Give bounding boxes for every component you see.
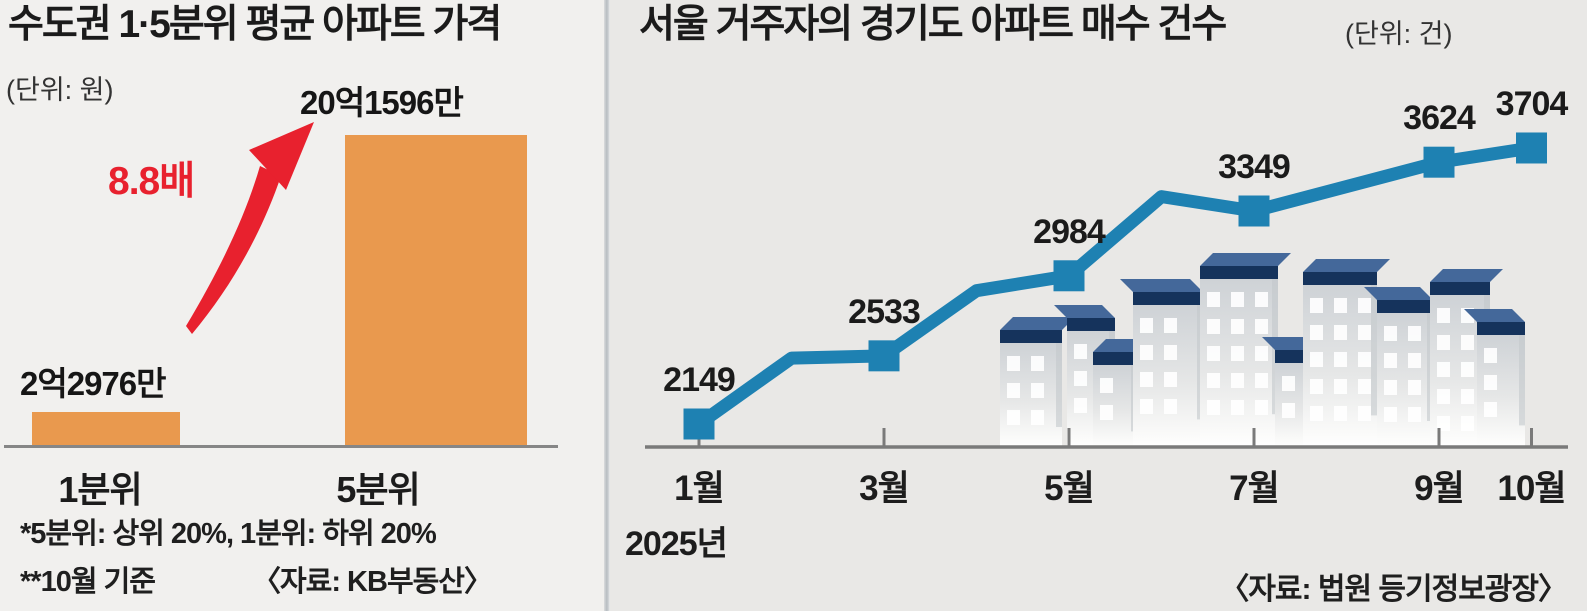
svg-text:9월: 9월 <box>1414 469 1464 508</box>
left-chart-unit-label: (단위: 원) <box>6 75 114 105</box>
svg-text:2533: 2533 <box>848 293 920 331</box>
panel-divider <box>604 0 610 611</box>
svg-text:3624: 3624 <box>1403 99 1476 137</box>
bar-quintile-5 <box>345 135 527 448</box>
month-tick-labels: 1월 3월 5월 7월 9월 10월 <box>674 469 1566 508</box>
right-chart-title: 서울 거주자의 경기도 아파트 매수 건수 <box>639 3 1227 46</box>
left-chart-footnote-basis: **10월 기준 <box>20 566 156 598</box>
svg-text:3704: 3704 <box>1496 85 1569 123</box>
left-chart-footnote-definition: *5분위: 상위 20%, 1분위: 하위 20% <box>20 518 437 550</box>
svg-text:1월: 1월 <box>674 469 724 508</box>
data-point-value-labels: 2149 2533 2984 3349 3624 3704 <box>663 85 1569 399</box>
right-chart-source: 〈자료: 법원 등기정보광장〉 <box>1219 573 1568 606</box>
left-chart-source: 〈자료: KB부동산〉 <box>251 566 493 598</box>
multiplier-annotation: 8.8배 <box>108 160 195 203</box>
svg-text:2984: 2984 <box>1033 213 1106 251</box>
quintile-price-bar-chart: 수도권 1·5분위 평균 아파트 가격 (단위: 원) 8.8배 2억2976만… <box>0 0 605 611</box>
apartment-buildings-illustration <box>1000 253 1525 448</box>
left-x-axis-line <box>4 445 558 448</box>
svg-text:7월: 7월 <box>1229 469 1279 508</box>
svg-text:3월: 3월 <box>859 469 909 508</box>
line-chart-plot-area: 2149 2533 2984 3349 3624 3704 1월 3월 5월 7월 9월 10월 <box>645 85 1569 508</box>
category-label-quintile1: 1분위 <box>58 469 142 510</box>
bar-value-quintile1: 2억2976만 <box>20 365 166 402</box>
bar-value-quintile5: 20억1596만 <box>300 84 464 121</box>
gyeonggi-purchases-line-chart: 서울 거주자의 경기도 아파트 매수 건수 (단위: 건) 2149 2533 29… <box>615 0 1587 611</box>
right-chart-unit-label: (단위: 건) <box>1345 19 1453 49</box>
data-point-markers <box>683 132 1547 440</box>
svg-text:10월: 10월 <box>1497 469 1565 508</box>
category-label-quintile5: 5분위 <box>336 469 420 510</box>
svg-text:3349: 3349 <box>1218 148 1290 186</box>
left-chart-title: 수도권 1·5분위 평균 아파트 가격 <box>8 3 502 46</box>
bar-quintile-1 <box>32 412 180 448</box>
svg-text:5월: 5월 <box>1044 469 1094 508</box>
svg-text:2149: 2149 <box>663 361 735 399</box>
year-label: 2025년 <box>625 525 728 563</box>
